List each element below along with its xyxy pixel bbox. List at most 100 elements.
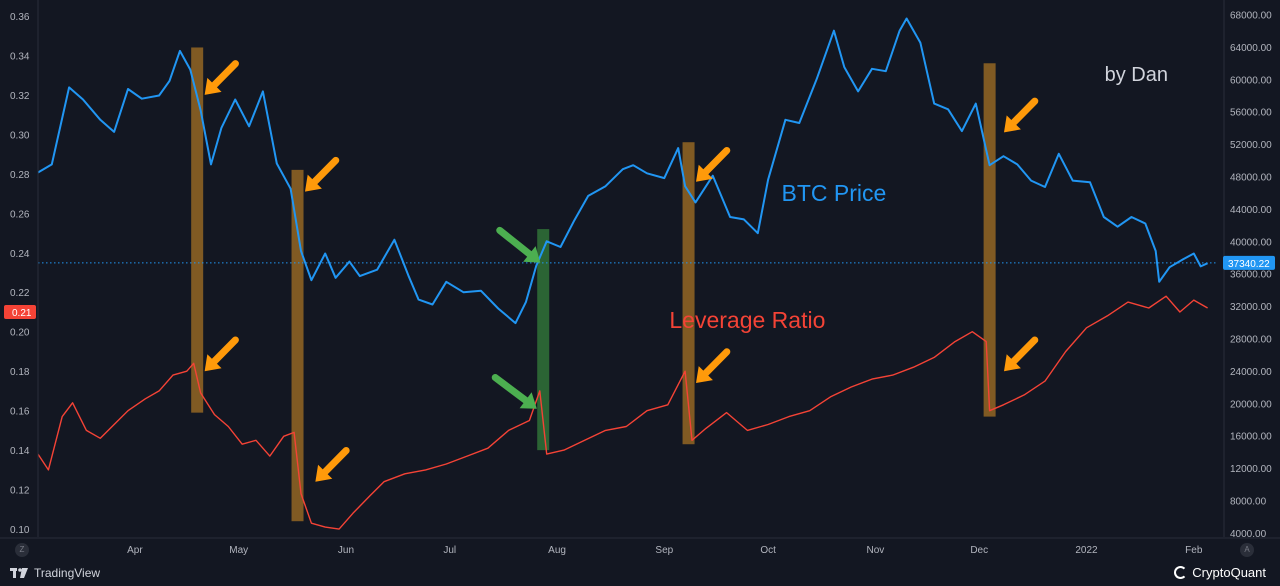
arrow-shaft — [702, 348, 731, 377]
arrow-shaft — [496, 226, 533, 258]
right-axis-tick-label: 68000.00 — [1230, 10, 1272, 21]
annotation-arrows — [204, 60, 1039, 482]
right-axis-tick-label: 4000.00 — [1230, 529, 1267, 540]
arrow-orange-4 — [315, 446, 350, 482]
time-axis-tick-label: Jun — [338, 545, 354, 556]
tradingview-icon — [10, 568, 28, 578]
left-axis-tick-label: 0.20 — [10, 328, 30, 339]
highlight-band-4 — [682, 142, 695, 445]
arrow-shaft — [210, 336, 239, 365]
arrow-head — [304, 174, 322, 192]
right-axis-tick-label: 44000.00 — [1230, 205, 1272, 216]
leverage-ratio-annotation: Leverage Ratio — [669, 307, 825, 333]
time-axis-tick-label: Apr — [127, 545, 143, 556]
series-lines — [37, 17, 1209, 530]
arrow-head — [204, 77, 222, 95]
right-axis-tick-label: 24000.00 — [1230, 367, 1272, 378]
arrow-head — [523, 246, 541, 263]
right-axis-tick-label: 40000.00 — [1230, 237, 1272, 248]
tradingview-label: TradingView — [34, 566, 101, 580]
time-axis-tick-label: Sep — [655, 545, 673, 556]
arrow-head — [315, 464, 333, 482]
time-axis-tick-label: Aug — [548, 545, 566, 556]
arrow-head — [204, 354, 222, 372]
right-axis[interactable]: 68000.00 64000.00 60000.00 56000.00 52000.00… — [1223, 0, 1275, 540]
right-axis-tick-label: 8000.00 — [1230, 497, 1267, 508]
time-axis-tick-label: Oct — [760, 545, 776, 556]
arrow-shaft — [491, 373, 530, 404]
left-axis-tick-label: 0.18 — [10, 367, 30, 378]
author-watermark: by Dan — [1105, 64, 1168, 86]
left-axis-tick-label: 0.26 — [10, 209, 30, 220]
cryptoquant-icon — [1174, 566, 1188, 579]
left-axis-tick-label: 0.16 — [10, 407, 30, 418]
left-axis-tick-label: 0.32 — [10, 91, 30, 102]
right-axis-tick-label: 28000.00 — [1230, 335, 1272, 346]
left-scale-button[interactable]: Z — [15, 543, 29, 557]
arrow-head — [1003, 354, 1021, 372]
arrow-green-6 — [491, 373, 537, 409]
highlight-band-5 — [983, 63, 996, 417]
arrow-orange-3 — [304, 156, 340, 192]
btc-price-annotation: BTC Price — [781, 180, 886, 206]
leverage-ratio-line — [37, 295, 1208, 530]
arrow-shaft — [1010, 97, 1039, 126]
left-axis-tick-label: 0.28 — [10, 170, 30, 181]
left-axis-tick-label: 0.30 — [10, 130, 30, 141]
right-axis-tick-label: 48000.00 — [1230, 173, 1272, 184]
left-axis-tick-label: 0.22 — [10, 288, 30, 299]
time-axis-tick-label: Jul — [443, 545, 456, 556]
left-axis-tick-label: 0.34 — [10, 51, 30, 62]
arrow-orange-2 — [204, 336, 239, 372]
time-axis-tick-label: May — [229, 545, 248, 556]
right-axis-tick-label: 16000.00 — [1230, 432, 1272, 443]
left-value-label: 0.21 — [12, 308, 32, 319]
arrow-shaft — [321, 446, 350, 476]
right-axis-tick-label: 32000.00 — [1230, 302, 1272, 313]
arrow-shaft — [1010, 336, 1039, 365]
btc-price-line — [37, 17, 1209, 325]
right-axis-tick-label: 20000.00 — [1230, 399, 1272, 410]
chart-annotations: BTC Price Leverage Ratio by Dan — [669, 64, 1168, 333]
time-axis-tick-label: Feb — [1185, 545, 1203, 556]
right-axis-tick-label: 36000.00 — [1230, 270, 1272, 281]
arrow-head — [1003, 115, 1021, 133]
right-axis-tick-label: 52000.00 — [1230, 140, 1272, 151]
arrow-shaft — [210, 60, 239, 89]
cryptoquant-label: CryptoQuant — [1192, 565, 1266, 580]
left-value-badge — [4, 304, 36, 319]
arrow-orange-10 — [1003, 336, 1039, 372]
arrow-head — [696, 164, 713, 182]
left-axis-tick-label: 0.36 — [10, 12, 30, 23]
arrow-head — [696, 366, 713, 384]
arrow-green-5 — [496, 226, 541, 263]
tradingview-logo[interactable]: TradingView — [10, 566, 100, 580]
right-value-badge — [1223, 255, 1275, 270]
right-axis-tick-label: 60000.00 — [1230, 75, 1272, 86]
right-axis-tick-label: 56000.00 — [1230, 108, 1272, 119]
time-axis-tick-label: Nov — [867, 545, 885, 556]
left-axis-tick-label: 0.24 — [10, 249, 30, 260]
time-axis[interactable]: Apr May Jun Jul Aug Sep Oct Nov Dec 2022 Feb — [0, 537, 1280, 556]
left-axis-tick-label: 0.10 — [10, 525, 30, 536]
arrow-orange-9 — [1003, 97, 1039, 133]
arrow-head — [519, 392, 537, 409]
right-value-label: 37340.22 — [1228, 259, 1270, 270]
arrow-orange-7 — [696, 146, 731, 182]
arrow-shaft — [311, 156, 340, 186]
time-axis-tick-label: Dec — [970, 545, 988, 556]
chart-footer — [0, 560, 1280, 586]
time-axis-tick-label: 2022 — [1075, 545, 1098, 556]
left-axis-tick-label: 0.14 — [10, 446, 30, 457]
highlight-band-1 — [191, 47, 204, 413]
cryptoquant-logo: CryptoQuant — [1174, 565, 1266, 580]
arrow-orange-1 — [204, 60, 239, 95]
left-axis-tick-label: 0.12 — [10, 486, 30, 497]
arrow-orange-8 — [696, 348, 731, 384]
arrow-shaft — [702, 146, 731, 176]
right-axis-tick-label: 12000.00 — [1230, 464, 1272, 475]
left-axis[interactable]: 0.36 0.34 0.32 0.30 0.28 0.26 0.24 0.22 0.20 0.18… — [4, 0, 39, 537]
auto-scale-button[interactable]: A — [1240, 543, 1254, 557]
